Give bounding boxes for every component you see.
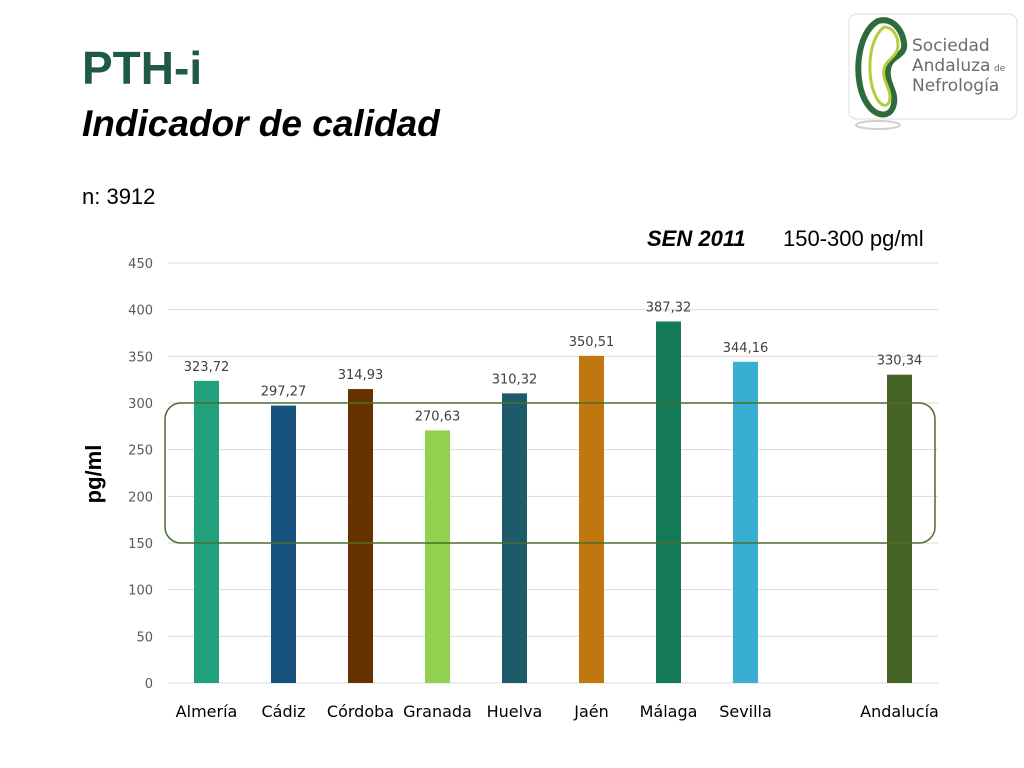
y-tick-label: 350	[128, 350, 153, 365]
x-tick-label: Sevilla	[719, 702, 772, 721]
data-label: 270,63	[415, 409, 461, 424]
x-tick-label: Córdoba	[327, 702, 394, 721]
data-label: 387,32	[646, 301, 692, 316]
data-label: 297,27	[261, 385, 307, 400]
logo-text-line2: Andaluza	[912, 56, 990, 76]
x-tick-label: Almería	[176, 702, 238, 721]
y-tick-label: 100	[128, 584, 153, 599]
y-tick-label: 300	[128, 397, 153, 412]
data-label: 310,32	[492, 372, 538, 387]
y-tick-label: 200	[128, 490, 153, 505]
page-title: PTH-i	[82, 42, 203, 94]
bar	[425, 430, 450, 683]
reference-range-box	[164, 402, 936, 544]
x-tick-label: Jaén	[573, 702, 609, 721]
sen-guideline-label: SEN 2011	[647, 226, 746, 251]
bar	[194, 380, 219, 683]
page-subtitle: Indicador de calidad	[82, 103, 440, 144]
y-tick-label: 0	[145, 677, 153, 692]
bar	[887, 374, 912, 683]
logo-text-line1: Sociedad	[912, 36, 990, 56]
logo-text-de: de	[994, 64, 1006, 74]
data-label: 350,51	[569, 335, 615, 350]
x-tick-label: Huelva	[487, 702, 543, 721]
sample-size-label: n: 3912	[82, 184, 156, 209]
y-tick-label: 50	[136, 630, 153, 645]
bar	[502, 393, 527, 683]
x-tick-label: Granada	[403, 702, 472, 721]
logo-text-line3: Nefrología	[912, 76, 999, 96]
y-tick-label: 400	[128, 304, 153, 319]
bar	[579, 355, 604, 683]
bar	[348, 389, 373, 683]
data-label: 330,34	[877, 354, 923, 369]
bar	[733, 361, 758, 683]
y-tick-label: 450	[128, 257, 153, 272]
y-tick-label: 250	[128, 444, 153, 459]
bar	[271, 405, 296, 683]
y-tick-label: 150	[128, 537, 153, 552]
x-tick-label: Málaga	[640, 702, 698, 721]
bar	[656, 321, 681, 683]
data-label: 323,72	[184, 360, 230, 375]
data-label: 344,16	[723, 341, 769, 356]
data-label: 314,93	[338, 368, 384, 383]
society-logo: Sociedad Andaluza de Nefrología	[848, 13, 1018, 130]
sen-range-label: 150-300 pg/ml	[783, 226, 924, 251]
x-tick-label: Cádiz	[262, 702, 306, 721]
x-tick-label: Andalucía	[860, 702, 939, 721]
kidney-logo-icon	[855, 17, 908, 130]
y-axis-label: pg/ml	[81, 445, 106, 504]
